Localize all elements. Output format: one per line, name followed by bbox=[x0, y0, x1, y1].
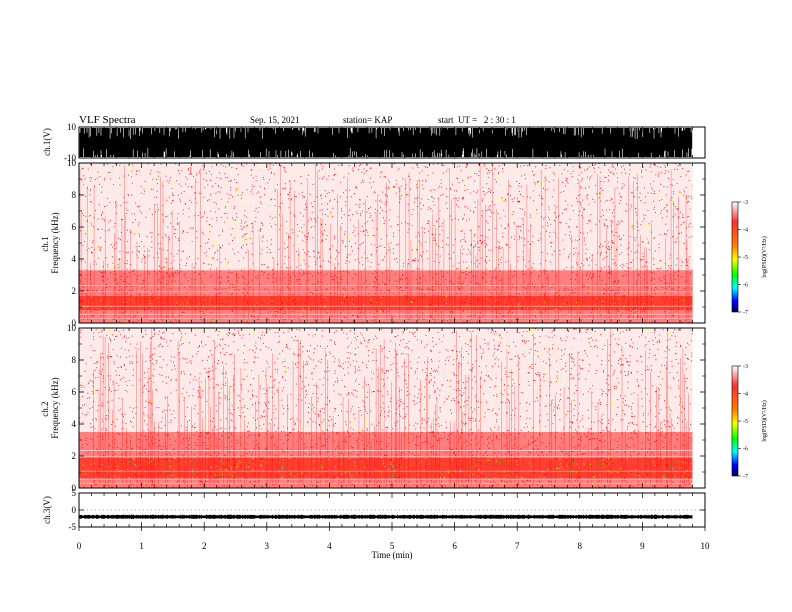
ch1-waveform-ytick-label: 10 bbox=[67, 122, 77, 132]
ch2-colorbar-label: log(PSD)(V²/Hz) bbox=[761, 400, 768, 441]
ch1-spectrogram-ytick-label: 8 bbox=[72, 190, 77, 200]
ch3-waveform-panel: 50-5 0 1 2 3 4 5 6 7 8 9 10 ch.3(V) Time (min) bbox=[42, 488, 710, 560]
ch1-spectrogram-impulse-streaks bbox=[79, 163, 693, 320]
ch2-spectrogram-ylabel-line2: Frequency (kHz) bbox=[50, 377, 60, 438]
ch1-waveform-trace bbox=[79, 128, 693, 157]
ch3-waveform-ytick-label: -5 bbox=[69, 522, 77, 532]
ch2-spectrogram-band bbox=[79, 457, 693, 479]
ch1-spectrogram-image bbox=[79, 163, 705, 323]
ch2-spectrogram-band bbox=[79, 432, 693, 458]
ch1-spectrogram-panel: 0 2 4 6 8 10 ch.1 Frequency (kHz) -3 -4 -5 -6 -7 … bbox=[40, 158, 768, 328]
ch2-colorbar-tick-label: -5 bbox=[743, 419, 748, 425]
ch2-colorbar-tick-label: -4 bbox=[743, 392, 748, 398]
ch2-spectrogram-ytick-label: 4 bbox=[72, 419, 77, 429]
ch2-spectrogram-band bbox=[79, 328, 693, 432]
ch1-colorbar-ramp bbox=[731, 201, 739, 313]
ch1-spectrogram-speckle-red bbox=[79, 310, 693, 323]
ch2-spectrogram-ytick-label: 6 bbox=[72, 387, 77, 397]
ch3-waveform-trace bbox=[79, 509, 705, 519]
ch1-spectrogram-ytick-label: 0 bbox=[72, 318, 77, 328]
ch1-spectrogram-ytick-label: 6 bbox=[72, 222, 77, 232]
ch3-waveform-line bbox=[79, 514, 693, 519]
ch2-spectrogram-impulse-streaks bbox=[93, 328, 689, 485]
ch1-colorbar-tick-label: -3 bbox=[743, 200, 748, 206]
ch2-colorbar-ramp bbox=[731, 365, 739, 477]
time-axis-tick-label: 2 bbox=[202, 541, 207, 551]
ch2-spectrogram-image bbox=[79, 328, 705, 488]
ch1-spectrogram-band bbox=[79, 295, 693, 311]
time-axis-tick-label: 5 bbox=[390, 541, 395, 551]
header-date: Sep. 15, 2021 bbox=[250, 115, 300, 125]
ch3-waveform-ylabel: ch.3(V) bbox=[42, 496, 52, 524]
ch1-colorbar: -3 -4 -5 -6 -7 log(PSD)(V²/Hz) bbox=[731, 200, 768, 316]
ch1-waveform-panel: 10 -10 ch.1(V) bbox=[42, 122, 706, 163]
time-axis-label: Time (min) bbox=[372, 550, 413, 560]
ch1-colorbar-tick-label: -4 bbox=[743, 228, 748, 234]
ch1-spectrogram-band bbox=[79, 163, 693, 271]
ch1-spectrogram-ytick-label: 4 bbox=[72, 254, 77, 264]
ch1-spectrogram-no-data-strip bbox=[692, 163, 705, 323]
time-axis-tick-label: 0 bbox=[77, 541, 82, 551]
ch1-spectrogram-speckle-red bbox=[79, 295, 693, 312]
ch2-colorbar: -3 -4 -5 -6 -7 log(PSD)(V²/Hz) bbox=[731, 364, 768, 480]
header-station: station= KAP bbox=[343, 115, 392, 125]
ch2-colorbar-tick-label: -7 bbox=[743, 474, 748, 480]
ch2-spectrogram-ytick-label: 0 bbox=[72, 483, 77, 493]
ch1-colorbar-label: log(PSD)(V²/Hz) bbox=[761, 236, 768, 277]
ch1-spectrogram-ytick-label: 10 bbox=[67, 158, 77, 168]
time-axis-tick-label: 10 bbox=[701, 541, 711, 551]
ch3-waveform-ytick-label: 0 bbox=[72, 505, 77, 515]
ch2-colorbar-tick-label: -6 bbox=[743, 447, 748, 453]
time-axis-tick-label: 9 bbox=[640, 541, 645, 551]
header-start-time: start UT = 2 : 30 : 1 bbox=[438, 115, 516, 125]
ch1-spectrogram-ylabel-line1: ch.1 bbox=[40, 237, 50, 252]
ch1-spectrogram-ytick-label: 2 bbox=[72, 286, 77, 296]
ch2-spectrogram-ylabel: ch.2 Frequency (kHz) bbox=[40, 377, 60, 438]
ch2-spectrogram-no-data-strip bbox=[692, 328, 705, 488]
ch1-spectrogram-ylabel: ch.1 Frequency (kHz) bbox=[40, 212, 60, 273]
ch1-colorbar-tick-label: -7 bbox=[743, 310, 748, 316]
figure-title: VLF Spectra bbox=[79, 114, 136, 126]
time-axis-tick-label: 1 bbox=[139, 541, 144, 551]
time-axis-tick-label: 3 bbox=[265, 541, 270, 551]
ch2-spectrogram-ytick-label: 2 bbox=[72, 451, 77, 461]
ch3-waveform-ytick-label: 5 bbox=[72, 488, 77, 498]
time-axis-tick-label: 8 bbox=[578, 541, 583, 551]
ch1-waveform-line bbox=[79, 128, 693, 157]
ch1-spectrogram-band bbox=[79, 310, 693, 323]
ch2-spectrogram-panel: 0 2 4 6 8 10 ch.2 Frequency (kHz) -3 -4 -5 -6 -7 … bbox=[40, 323, 768, 493]
time-axis-tick-label: 4 bbox=[327, 541, 332, 551]
time-axis-tick-label: 7 bbox=[515, 541, 520, 551]
ch2-colorbar-tick-label: -3 bbox=[743, 364, 748, 370]
ch2-spectrogram-ytick-label: 10 bbox=[67, 323, 77, 333]
ch2-spectrogram-ylabel-line1: ch.2 bbox=[40, 402, 50, 417]
ch1-waveform-ylabel: ch.1(V) bbox=[42, 128, 52, 156]
ch1-spectrogram-ylabel-line2: Frequency (kHz) bbox=[50, 212, 60, 273]
ch2-spectrogram-ytick-label: 8 bbox=[72, 355, 77, 365]
ch1-colorbar-tick-label: -6 bbox=[743, 283, 748, 289]
ch1-waveform-ytick-label: -10 bbox=[64, 153, 76, 163]
time-axis-tick-label: 6 bbox=[452, 541, 457, 551]
ch1-colorbar-tick-label: -5 bbox=[743, 255, 748, 261]
